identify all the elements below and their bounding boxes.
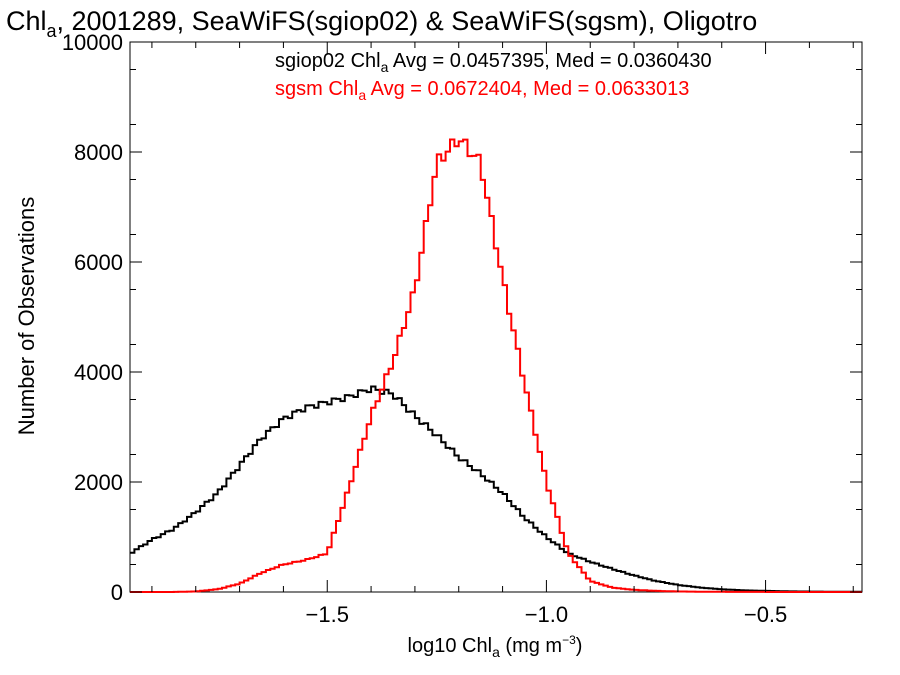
- legend-sgiop02-subscript: a: [381, 59, 389, 75]
- plot-frame: [129, 41, 863, 593]
- y-tick-label: 4000: [74, 360, 123, 385]
- series-line-sgiop02: [130, 385, 862, 593]
- x-tick-label: −0.5: [744, 602, 787, 627]
- plot-border: [129, 41, 863, 593]
- x-axis-label-close: ): [576, 635, 583, 657]
- chart-title-rest: , 2001289, SeaWiFS(sgiop02) & SeaWiFS(sg…: [57, 6, 758, 36]
- chart-title-subscript: a: [47, 21, 58, 41]
- y-axis-label: Number of Observations: [14, 197, 39, 435]
- legend-sgsm-stats: Avg = 0.0672404, Med = 0.0633013: [366, 78, 689, 100]
- legend-sgsm-subscript: a: [358, 87, 366, 103]
- legend-sgiop02-stats: Avg = 0.0457395, Med = 0.0360430: [388, 50, 711, 72]
- legend-sgsm-prefix: sgsm Chl: [275, 78, 358, 100]
- y-tick-label: 6000: [74, 250, 123, 275]
- x-axis-label-unit: (mg m: [500, 635, 562, 657]
- legend-sgiop02-prefix: sgiop02 Chl: [275, 50, 381, 72]
- x-axis-label: log10 Chla (mg m−3): [408, 633, 583, 660]
- chart-title-prefix: Chl: [6, 6, 47, 36]
- legend: sgiop02 Chla Avg = 0.0457395, Med = 0.03…: [275, 50, 712, 103]
- y-tick-label: 2000: [74, 470, 123, 495]
- legend-entry-sgsm: sgsm Chla Avg = 0.0672404, Med = 0.06330…: [275, 78, 689, 103]
- y-tick-label: 0: [111, 580, 123, 605]
- x-axis-label-exponent: −3: [562, 633, 576, 647]
- ticks-layer: −1.5 −1.0 −0.5 0 2000 4000 6000 8000 10000: [62, 30, 862, 627]
- y-tick-label: 8000: [74, 140, 123, 165]
- chart-title: Chla, 2001289, SeaWiFS(sgiop02) & SeaWiF…: [6, 6, 757, 41]
- series-layer: [130, 138, 862, 593]
- x-axis-label-subscript: a: [492, 644, 500, 660]
- legend-entry-sgiop02: sgiop02 Chla Avg = 0.0457395, Med = 0.03…: [275, 50, 712, 75]
- x-tick-label: −1.0: [525, 602, 568, 627]
- series-line-sgsm: [130, 138, 862, 593]
- x-axis-label-main: log10 Chl: [408, 635, 493, 657]
- y-tick-label: 10000: [62, 30, 123, 55]
- x-tick-label: −1.5: [306, 602, 349, 627]
